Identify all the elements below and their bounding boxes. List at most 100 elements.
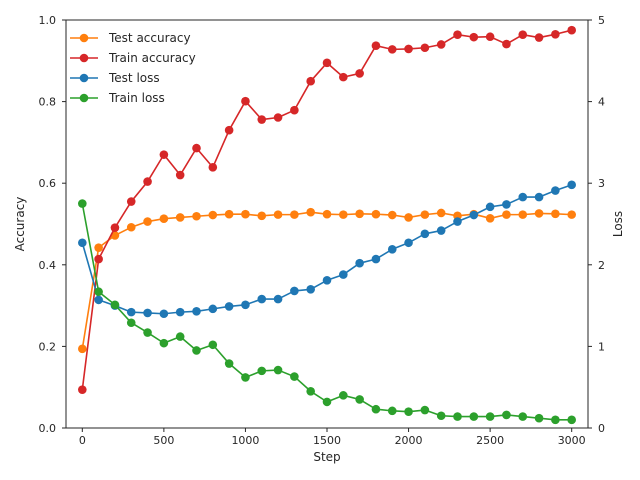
data-point: [143, 328, 152, 337]
data-point: [355, 258, 364, 268]
y-axis-left-label: Accuracy: [13, 197, 27, 252]
data-point: [551, 29, 560, 39]
data-point: [322, 276, 332, 285]
data-point: [339, 270, 348, 279]
data-point: [273, 113, 283, 122]
y-left-tick-label: 0.8: [39, 96, 57, 109]
data-point: [94, 243, 103, 252]
data-point: [273, 294, 283, 304]
data-point: [208, 340, 218, 350]
data-point: [257, 294, 267, 304]
y-axis-right: 0 1 2 3 4 5: [588, 14, 605, 435]
data-point: [436, 40, 446, 49]
series-train-accuracy: [78, 25, 576, 394]
data-point: [469, 412, 479, 421]
data-point: [159, 309, 169, 319]
data-point: [502, 39, 511, 49]
data-point: [241, 96, 250, 106]
data-point: [485, 213, 495, 223]
legend-item: Test loss: [70, 71, 160, 85]
data-point: [567, 210, 576, 219]
data-point: [78, 199, 87, 208]
data-point: [420, 43, 430, 53]
data-point: [436, 226, 446, 235]
data-point: [387, 245, 397, 254]
data-point: [290, 210, 299, 219]
data-point: [502, 210, 511, 219]
data-point: [387, 45, 397, 54]
data-point: [175, 332, 185, 341]
series-line: [81, 203, 572, 421]
data-point: [143, 177, 152, 186]
data-point: [371, 41, 381, 50]
data-point: [518, 210, 528, 219]
y-left-tick-label: 1.0: [39, 14, 57, 27]
data-point: [551, 186, 560, 195]
data-point: [469, 210, 479, 220]
data-point: [175, 307, 185, 317]
y-left-tick-label: 0.6: [39, 177, 57, 190]
data-point: [78, 238, 87, 248]
data-point: [420, 229, 430, 239]
series-test-accuracy: [78, 207, 576, 354]
data-point: [371, 254, 381, 264]
data-point: [192, 211, 201, 221]
data-point: [126, 197, 136, 206]
series-test-loss: [78, 180, 576, 319]
data-point: [208, 162, 218, 172]
data-point: [322, 397, 332, 407]
data-point: [257, 366, 267, 376]
data-point: [485, 32, 495, 42]
data-point: [126, 307, 136, 317]
y-right-tick-label: 5: [598, 14, 605, 27]
x-axis: 0 500 1000 1500 2000 2500 3000: [79, 428, 586, 447]
data-point: [208, 304, 218, 314]
data-point: [192, 307, 201, 316]
data-point: [339, 210, 348, 219]
legend-swatch-marker: [79, 93, 89, 103]
data-point: [94, 287, 103, 297]
data-point: [290, 372, 299, 381]
data-point: [404, 213, 413, 222]
data-point: [192, 346, 201, 355]
data-point: [322, 209, 332, 219]
x-tick-label: 0: [79, 434, 86, 447]
data-point: [404, 238, 413, 248]
y-left-tick-label: 0.0: [39, 422, 57, 435]
legend: Test accuracy Train accuracy Test loss Trai…: [70, 31, 196, 105]
data-point: [306, 76, 315, 86]
data-point: [175, 213, 185, 222]
data-point: [436, 208, 446, 218]
data-point: [241, 373, 250, 382]
data-point: [567, 180, 576, 190]
data-point: [126, 222, 136, 232]
data-point: [273, 210, 283, 219]
legend-item: Test accuracy: [70, 31, 191, 45]
data-point: [387, 406, 397, 416]
data-point: [208, 210, 218, 220]
data-point: [567, 25, 576, 35]
y-right-tick-label: 1: [598, 340, 605, 353]
data-point: [78, 385, 87, 394]
data-point: [387, 210, 397, 220]
y-right-tick-label: 0: [598, 422, 605, 435]
data-point: [534, 33, 544, 42]
y-right-tick-label: 4: [598, 96, 605, 109]
data-point: [257, 115, 267, 124]
x-tick-label: 1500: [313, 434, 341, 447]
data-point: [224, 125, 234, 135]
data-point: [224, 209, 234, 219]
data-point: [518, 412, 528, 421]
data-point: [224, 302, 234, 311]
data-point: [192, 143, 201, 153]
data-point: [339, 72, 348, 82]
data-point: [355, 395, 364, 404]
x-tick-label: 3000: [558, 434, 586, 447]
data-point: [371, 209, 381, 219]
data-point: [355, 209, 364, 219]
data-point: [290, 286, 299, 296]
data-point: [290, 105, 299, 115]
legend-swatch-marker: [79, 33, 89, 43]
data-point: [518, 192, 528, 202]
